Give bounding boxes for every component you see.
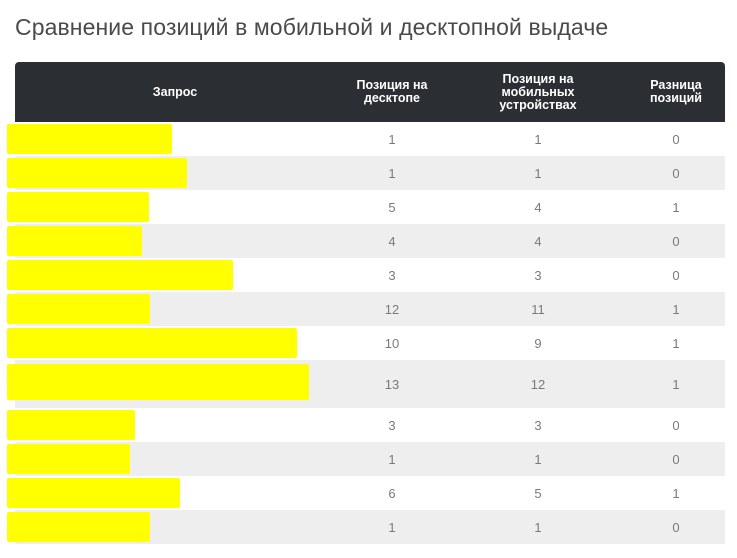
desktop-position-cell: 10 — [384, 335, 400, 351]
query-cell — [7, 224, 335, 258]
position-difference-cell: 0 — [672, 165, 680, 181]
table-header: Запрос Позиция на десктопе Позиция на мо… — [15, 62, 725, 122]
page-title: Сравнение позиций в мобильной и десктопн… — [15, 14, 609, 40]
redaction-mark — [7, 512, 150, 542]
header-desktop-position: Позиция на десктопе — [356, 78, 428, 105]
header-mobile-position: Позиция на мобильных устройствах — [499, 71, 577, 112]
mobile-position-cell: 3 — [534, 417, 542, 433]
table-row: 6 5 1 — [7, 476, 725, 510]
query-cell — [7, 408, 335, 442]
table-row: 5 4 1 — [7, 190, 725, 224]
position-difference-cell: 1 — [672, 335, 680, 351]
redaction-mark — [7, 444, 130, 474]
redaction-mark — [7, 294, 150, 324]
position-difference-cell: 0 — [672, 519, 680, 535]
desktop-position-cell: 13 — [384, 376, 400, 392]
query-cell — [7, 156, 335, 190]
table-row: 4 4 0 — [7, 224, 725, 258]
redaction-mark — [7, 226, 142, 256]
table-row: 1 1 0 — [7, 510, 725, 544]
redaction-mark — [7, 478, 180, 508]
mobile-position-cell: 1 — [534, 131, 542, 147]
desktop-position-cell: 1 — [388, 165, 396, 181]
mobile-position-cell: 12 — [530, 376, 546, 392]
query-cell — [7, 510, 335, 544]
table-row: 3 3 0 — [7, 258, 725, 292]
mobile-position-cell: 4 — [534, 233, 542, 249]
mobile-position-cell: 1 — [534, 451, 542, 467]
desktop-position-cell: 5 — [388, 199, 396, 215]
mobile-position-cell: 1 — [534, 165, 542, 181]
redaction-mark — [7, 192, 149, 222]
table-row: 3 3 0 — [7, 408, 725, 442]
position-difference-cell: 0 — [672, 131, 680, 147]
positions-table: Запрос Позиция на десктопе Позиция на мо… — [7, 62, 725, 544]
redaction-mark — [7, 364, 309, 400]
query-cell — [7, 122, 335, 156]
mobile-position-cell: 3 — [534, 267, 542, 283]
position-difference-cell: 0 — [672, 417, 680, 433]
query-cell — [7, 258, 335, 292]
desktop-position-cell: 6 — [388, 485, 396, 501]
query-cell — [7, 442, 335, 476]
table-row: 1 1 0 — [7, 122, 725, 156]
desktop-position-cell: 1 — [388, 131, 396, 147]
header-position-difference: Разница позиций — [650, 78, 702, 105]
query-cell — [7, 326, 335, 360]
redaction-mark — [7, 260, 233, 290]
desktop-position-cell: 12 — [384, 301, 400, 317]
table-row: 13 12 1 — [7, 360, 725, 408]
query-cell — [7, 360, 335, 408]
redaction-mark — [7, 328, 297, 358]
query-cell — [7, 190, 335, 224]
position-difference-cell: 1 — [672, 485, 680, 501]
position-difference-cell: 1 — [672, 199, 680, 215]
desktop-position-cell: 3 — [388, 267, 396, 283]
redaction-mark — [7, 158, 187, 188]
mobile-position-cell: 11 — [531, 301, 545, 317]
position-difference-cell: 1 — [672, 301, 680, 317]
mobile-position-cell: 4 — [534, 199, 542, 215]
header-query: Запрос — [152, 84, 198, 99]
query-cell — [7, 476, 335, 510]
desktop-position-cell: 1 — [388, 451, 396, 467]
desktop-position-cell: 1 — [388, 519, 396, 535]
position-difference-cell: 0 — [672, 233, 680, 249]
mobile-position-cell: 9 — [534, 335, 542, 351]
table-row: 12 11 1 — [7, 292, 725, 326]
query-cell — [7, 292, 335, 326]
mobile-position-cell: 1 — [534, 519, 542, 535]
table-row: 1 1 0 — [7, 156, 725, 190]
position-difference-cell: 1 — [672, 376, 680, 392]
table-row: 10 9 1 — [7, 326, 725, 360]
table-row: 1 1 0 — [7, 442, 725, 476]
table-body: 1 1 0 1 1 0 5 4 1 4 4 0 3 3 0 12 11 1 10 9 1 13 12 1 3 3 0 1 1 0 6 5 1 1 1… — [7, 122, 725, 544]
redaction-mark — [7, 124, 172, 154]
position-difference-cell: 0 — [672, 267, 680, 283]
redaction-mark — [7, 410, 135, 440]
position-difference-cell: 0 — [672, 451, 680, 467]
mobile-position-cell: 5 — [534, 485, 542, 501]
desktop-position-cell: 4 — [388, 233, 396, 249]
desktop-position-cell: 3 — [388, 417, 396, 433]
